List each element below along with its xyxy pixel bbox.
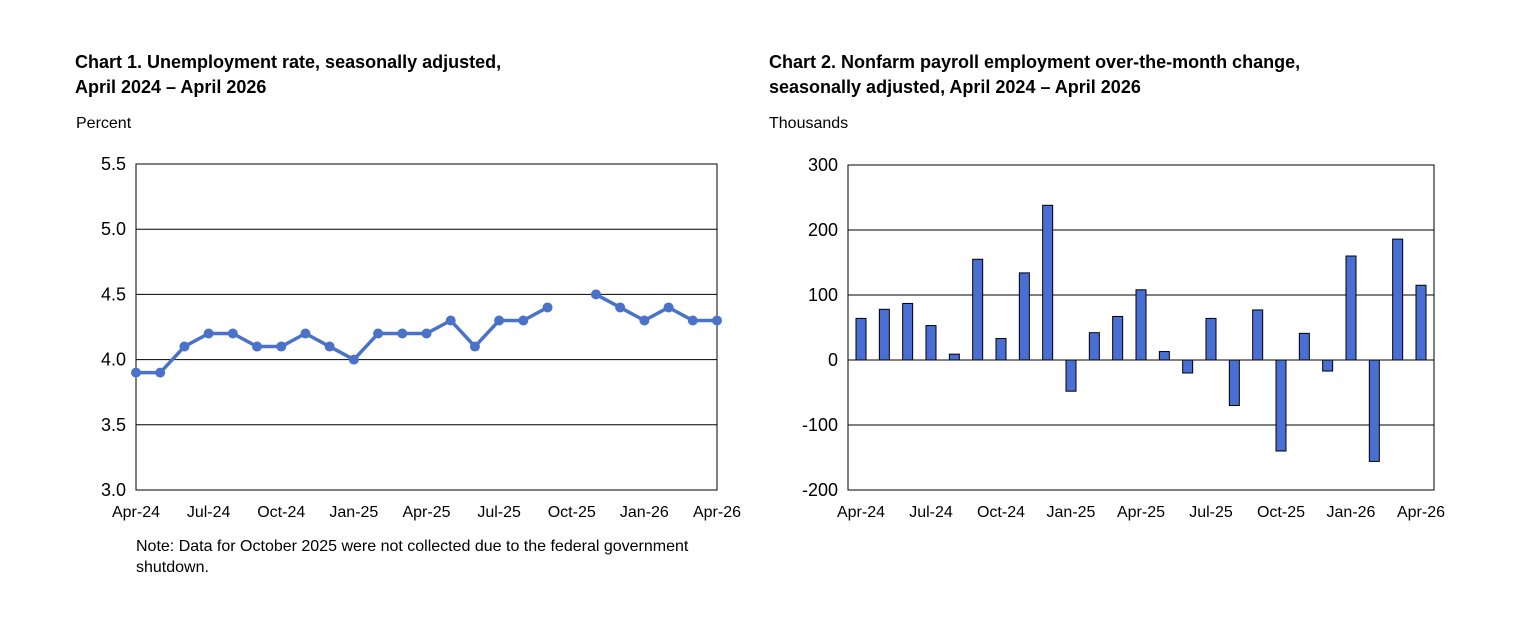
chart1-x-tick-label: Oct-24 [257, 504, 305, 521]
chart1-y-tick-label: 4.0 [101, 350, 126, 370]
chart1-data-point [469, 341, 480, 352]
chart2-x-tick-label: Oct-25 [1257, 504, 1305, 521]
chart1-note: Note: Data for October 2025 were not col… [136, 538, 689, 576]
chart1-data-point [131, 367, 141, 378]
chart2-y-tick-label: 300 [808, 155, 838, 175]
chart1-data-point [445, 315, 456, 326]
chart2-x-tick-label: Jan-25 [1047, 504, 1096, 521]
chart1-y-tick-label: 3.0 [101, 480, 126, 500]
chart1-y-tick-label: 5.0 [101, 219, 126, 239]
chart2-x-tick-label: Oct-24 [977, 504, 1025, 521]
chart1-unit-label: Percent [76, 115, 132, 132]
chart1-data-point [542, 302, 553, 313]
chart2-bar [1415, 284, 1427, 361]
chart1-data-point [276, 341, 287, 352]
chart2-x-tick-label: Jul-25 [1189, 504, 1233, 521]
chart2-unit-label: Thousands [769, 115, 849, 132]
chart1-data-point [615, 302, 626, 313]
chart1-y-tick-label: 3.5 [101, 415, 126, 435]
chart1-x-tick-label: Oct-25 [548, 504, 596, 521]
chart2-x-tick-label: Jan-26 [1327, 504, 1376, 521]
chart1-x-tick-label: Apr-25 [402, 504, 450, 521]
chart2-bar [1322, 359, 1334, 372]
chart2-y-tick-label: 200 [808, 220, 838, 240]
chart1-series-line [595, 292, 717, 323]
chart2-bar [1252, 309, 1264, 361]
chart2-y-tick-label: 100 [808, 285, 838, 305]
chart2-bar [902, 302, 914, 361]
chart1-data-point [203, 328, 214, 339]
chart1-data-point [590, 289, 601, 300]
chart2-bar [855, 317, 867, 361]
chart2-x-tick-label: Apr-24 [837, 504, 885, 521]
chart1-title: Chart 1. Unemployment rate, seasonally a… [75, 50, 695, 100]
chart2-x-tick-label: Jul-24 [909, 504, 953, 521]
chart1-x-tick-label: Apr-24 [112, 504, 160, 521]
chart2-bar [1135, 289, 1147, 361]
chart2-plot-frame [847, 164, 1435, 491]
chart2-title: Chart 2. Nonfarm payroll employment over… [769, 50, 1469, 100]
chart2-bar [1042, 204, 1054, 361]
chart2-bar [1158, 351, 1170, 361]
chart2-x-tick-label: Apr-25 [1117, 504, 1165, 521]
chart1-x-tick-label: Jan-26 [620, 504, 669, 521]
chart1-data-point [421, 328, 432, 339]
chart2-bar [1018, 272, 1030, 361]
chart2-bar [948, 353, 960, 361]
chart2-bar [1345, 255, 1357, 361]
chart1-data-point [179, 341, 190, 352]
chart2-y-tick-label: -200 [802, 480, 838, 500]
chart1-y-tick-label: 4.5 [101, 284, 126, 304]
chart2-bar [1275, 359, 1287, 452]
chart2-bar [972, 258, 984, 361]
chart1-plot-frame [135, 163, 718, 491]
chart1-x-tick-label: Jan-25 [329, 504, 378, 521]
chart1-x-tick-label: Jul-25 [477, 504, 521, 521]
chart2-bar [1112, 315, 1124, 361]
chart2-bar [995, 338, 1007, 361]
chart2-y-tick-label: 0 [828, 350, 838, 370]
chart1-x-tick-label: Jul-24 [187, 504, 231, 521]
chart1-data-point [373, 328, 384, 339]
chart1-title-line2: April 2024 – April 2026 [75, 77, 267, 97]
chart2-bar [1065, 359, 1077, 392]
chart1-data-point [663, 302, 674, 313]
chart1-data-point [324, 341, 335, 352]
chart2-title-line2: seasonally adjusted, April 2024 – April … [769, 77, 1141, 97]
chart2-bar [1088, 332, 1100, 361]
chart2-y-tick-label: -100 [802, 415, 838, 435]
chart2-bar [1368, 359, 1380, 462]
chart2-bar [1392, 238, 1404, 361]
chart2-bar [1228, 359, 1240, 406]
chart1-data-point [687, 315, 698, 326]
chart2-bar [925, 325, 937, 361]
chart1-data-point [252, 341, 263, 352]
chart1-data-point [639, 315, 650, 326]
chart1-data-point [494, 315, 505, 326]
chart1-data-point [348, 354, 359, 365]
chart2-title-line1: Chart 2. Nonfarm payroll employment over… [769, 52, 1301, 72]
chart1-data-point [712, 315, 722, 326]
chart1-y-tick-label: 5.5 [101, 154, 126, 174]
chart2-bar [1182, 359, 1194, 374]
chart1-data-point [300, 328, 311, 339]
chart1-data-point [227, 328, 238, 339]
chart1-title-line1: Chart 1. Unemployment rate, seasonally a… [75, 52, 502, 72]
chart1-data-point [155, 367, 166, 378]
chart2-bar [1205, 317, 1217, 361]
chart1-series-line [136, 305, 549, 375]
chart2-bar [878, 308, 890, 361]
chart2-payroll-change: 300 200 100 0 -100 -200 Apr-24 Jul-24 Oct-24 Jan-… [802, 155, 1445, 521]
chart2-bar [1298, 332, 1310, 361]
chart1-unemployment-rate: 5.5 5.0 4.5 4.0 3.5 3.0 Apr-24 Jul-24 Oct-24 Jan-… [101, 154, 741, 521]
chart2-x-tick-label: Apr-26 [1397, 504, 1445, 521]
chart1-data-point [518, 315, 529, 326]
chart1-data-point [397, 328, 408, 339]
chart1-x-tick-label: Apr-26 [693, 504, 741, 521]
